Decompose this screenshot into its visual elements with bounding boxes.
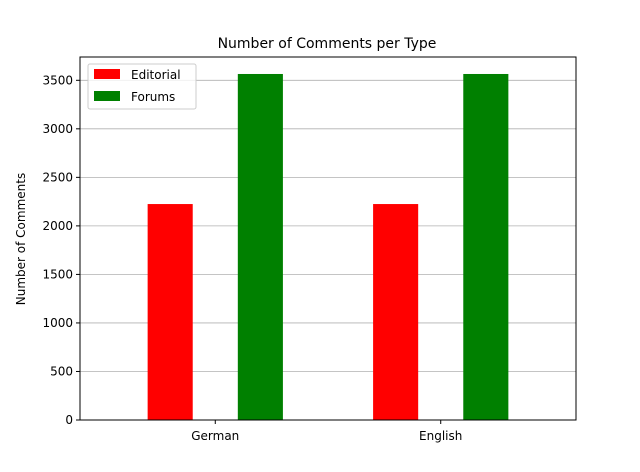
y-axis-ticks: 0 500 1000 1500 2000 2500 3000 3500 <box>42 73 80 427</box>
y-tick-label: 3000 <box>42 122 73 136</box>
y-tick-label: 2000 <box>42 219 73 233</box>
bar-forums-german <box>237 73 283 420</box>
y-axis-label: Number of Comments <box>14 173 28 305</box>
legend-swatch-editorial <box>94 69 120 79</box>
bars <box>147 73 509 420</box>
legend-swatch-forums <box>94 91 120 101</box>
bar-editorial-german <box>147 204 193 420</box>
y-tick-label: 2500 <box>42 170 73 184</box>
y-tick-label: 0 <box>65 413 73 427</box>
legend-label-forums: Forums <box>131 90 175 104</box>
x-tick-label: English <box>419 429 462 443</box>
bar-editorial-english <box>373 204 419 420</box>
y-tick-label: 1000 <box>42 316 73 330</box>
legend-label-editorial: Editorial <box>131 68 181 82</box>
chart-title: Number of Comments per Type <box>218 36 437 52</box>
legend: Editorial Forums <box>87 63 197 110</box>
y-tick-label: 1500 <box>42 267 73 281</box>
bar-forums-english <box>463 73 509 420</box>
plot-frame <box>79 56 577 421</box>
y-tick-label: 500 <box>50 364 73 378</box>
y-tick-label: 3500 <box>42 73 73 87</box>
x-tick-label: German <box>191 429 239 443</box>
x-axis-ticks: German English <box>191 420 462 443</box>
